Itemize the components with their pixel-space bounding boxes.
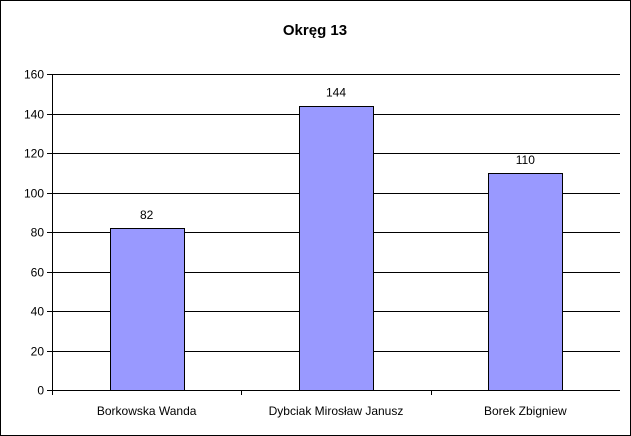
data-labels: 82 144 110 — [140, 86, 535, 222]
y-tick-label: 0 — [37, 384, 44, 398]
data-label: 82 — [140, 208, 154, 222]
x-category-label: Borkowska Wanda — [97, 404, 197, 418]
y-tick-label: 60 — [31, 266, 45, 280]
y-tick-label: 20 — [31, 345, 45, 359]
y-tick-label: 80 — [31, 226, 45, 240]
axes — [52, 74, 620, 395]
chart-title: Okręg 13 — [283, 22, 347, 39]
x-category-label: Dybciak Mirosław Janusz — [269, 404, 404, 418]
bar — [299, 106, 374, 391]
data-label: 110 — [516, 153, 535, 167]
y-tick-label: 120 — [24, 147, 44, 161]
bar — [488, 173, 563, 391]
y-tick-label: 100 — [24, 187, 44, 201]
y-tick-label: 160 — [24, 68, 44, 82]
bar — [110, 228, 185, 391]
y-tick-label: 140 — [24, 108, 44, 122]
y-axis-ticks: 0 20 40 60 80 100 120 140 160 — [24, 68, 52, 398]
y-tick-label: 40 — [31, 305, 45, 319]
bars — [110, 106, 563, 391]
x-axis-category-labels: Borkowska Wanda Dybciak Mirosław Janusz Bo… — [97, 404, 567, 418]
data-label: 144 — [326, 86, 346, 100]
x-category-label: Borek Zbigniew — [484, 404, 567, 418]
